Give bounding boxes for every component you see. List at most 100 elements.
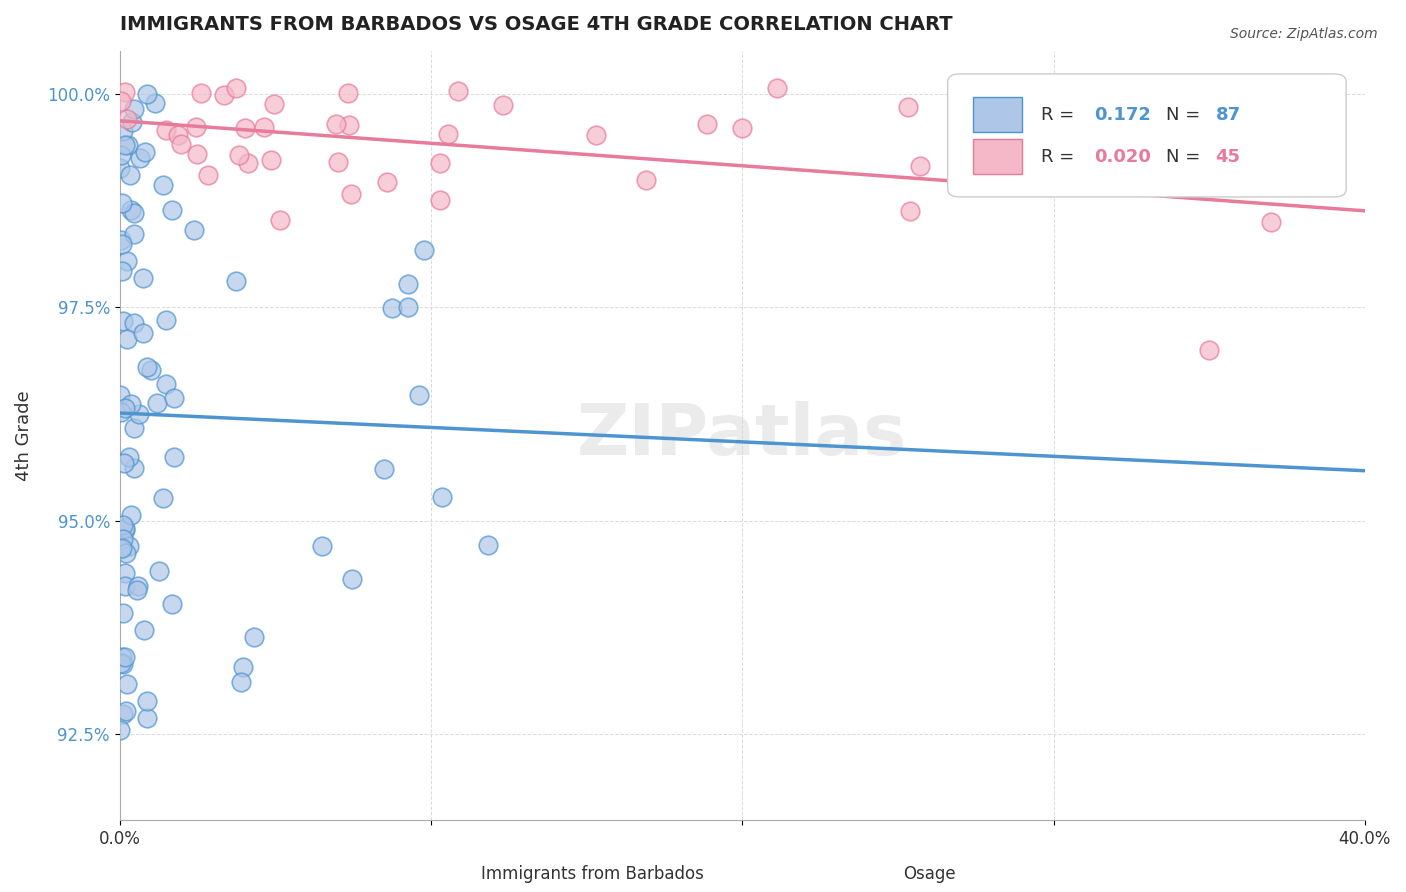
Text: ZIPatlas: ZIPatlas [576,401,907,470]
Point [111,532,134,546]
Point [129,151,152,165]
Point [152,178,174,192]
Point [114,579,136,593]
Point [117,450,139,464]
Point [152,491,174,506]
Text: 45: 45 [1215,148,1240,166]
Point [413,243,436,257]
Point [124,461,146,475]
Point [190,86,212,100]
Point [429,193,451,207]
Point [139,363,162,377]
Point [111,607,134,621]
Point [114,85,136,99]
Point [477,538,499,552]
Point [136,359,159,374]
Point [436,127,458,141]
Point [110,161,132,176]
Point [260,153,283,167]
Point [110,656,132,670]
Y-axis label: 4th Grade: 4th Grade [15,390,32,481]
Point [170,136,193,151]
Text: Osage: Osage [903,864,955,883]
FancyBboxPatch shape [973,139,1022,174]
Point [114,566,136,580]
Point [132,271,155,285]
Point [408,388,430,402]
Text: R =: R = [1040,105,1080,124]
Text: IMMIGRANTS FROM BARBADOS VS OSAGE 4TH GRADE CORRELATION CHART: IMMIGRANTS FROM BARBADOS VS OSAGE 4TH GR… [120,15,952,34]
Point [122,227,145,241]
Point [253,120,276,135]
Point [112,657,135,672]
Point [1198,343,1220,357]
Point [114,524,136,538]
Point [184,120,207,134]
Point [325,116,347,130]
Point [111,649,134,664]
Point [160,203,183,218]
Point [636,173,658,187]
FancyBboxPatch shape [842,869,866,885]
Point [163,391,186,405]
Point [110,542,132,557]
Point [108,723,131,737]
Text: R =: R = [1040,148,1080,166]
Point [122,316,145,330]
Point [155,377,177,392]
Point [111,314,134,328]
Point [114,521,136,535]
FancyBboxPatch shape [948,74,1346,197]
FancyBboxPatch shape [430,869,456,885]
Point [326,155,349,169]
Point [396,301,419,315]
Point [980,103,1002,118]
Point [381,301,404,315]
Point [146,396,169,410]
Point [447,84,470,98]
Text: Immigrants from Barbados: Immigrants from Barbados [481,864,704,883]
Point [1260,215,1282,229]
Point [122,103,145,117]
Point [115,547,138,561]
Point [110,94,132,108]
Point [117,138,139,153]
Point [183,222,205,236]
Point [132,326,155,341]
Text: N =: N = [1166,105,1205,124]
Point [112,123,135,137]
Point [396,277,419,291]
Point [108,388,131,402]
Point [269,212,291,227]
Point [375,175,398,189]
Point [900,203,922,218]
Point [197,168,219,182]
Text: 87: 87 [1215,105,1240,124]
Point [136,711,159,725]
Point [229,674,252,689]
Point [115,253,138,268]
Point [897,100,920,114]
Text: N =: N = [1166,148,1205,166]
Point [186,147,208,161]
Point [122,205,145,219]
Point [212,87,235,102]
Point [110,404,132,418]
Point [263,96,285,111]
Point [342,572,364,586]
Text: 0.172: 0.172 [1095,105,1152,124]
Point [148,564,170,578]
Point [225,274,247,288]
Point [114,704,136,718]
Point [111,517,134,532]
Point [110,233,132,247]
Point [132,623,155,637]
Point [232,660,254,674]
FancyBboxPatch shape [973,97,1022,132]
Point [492,98,515,112]
Point [111,196,134,211]
Point [122,421,145,435]
Point [112,456,135,470]
Point [908,159,931,173]
Text: Source: ZipAtlas.com: Source: ZipAtlas.com [1230,27,1378,41]
